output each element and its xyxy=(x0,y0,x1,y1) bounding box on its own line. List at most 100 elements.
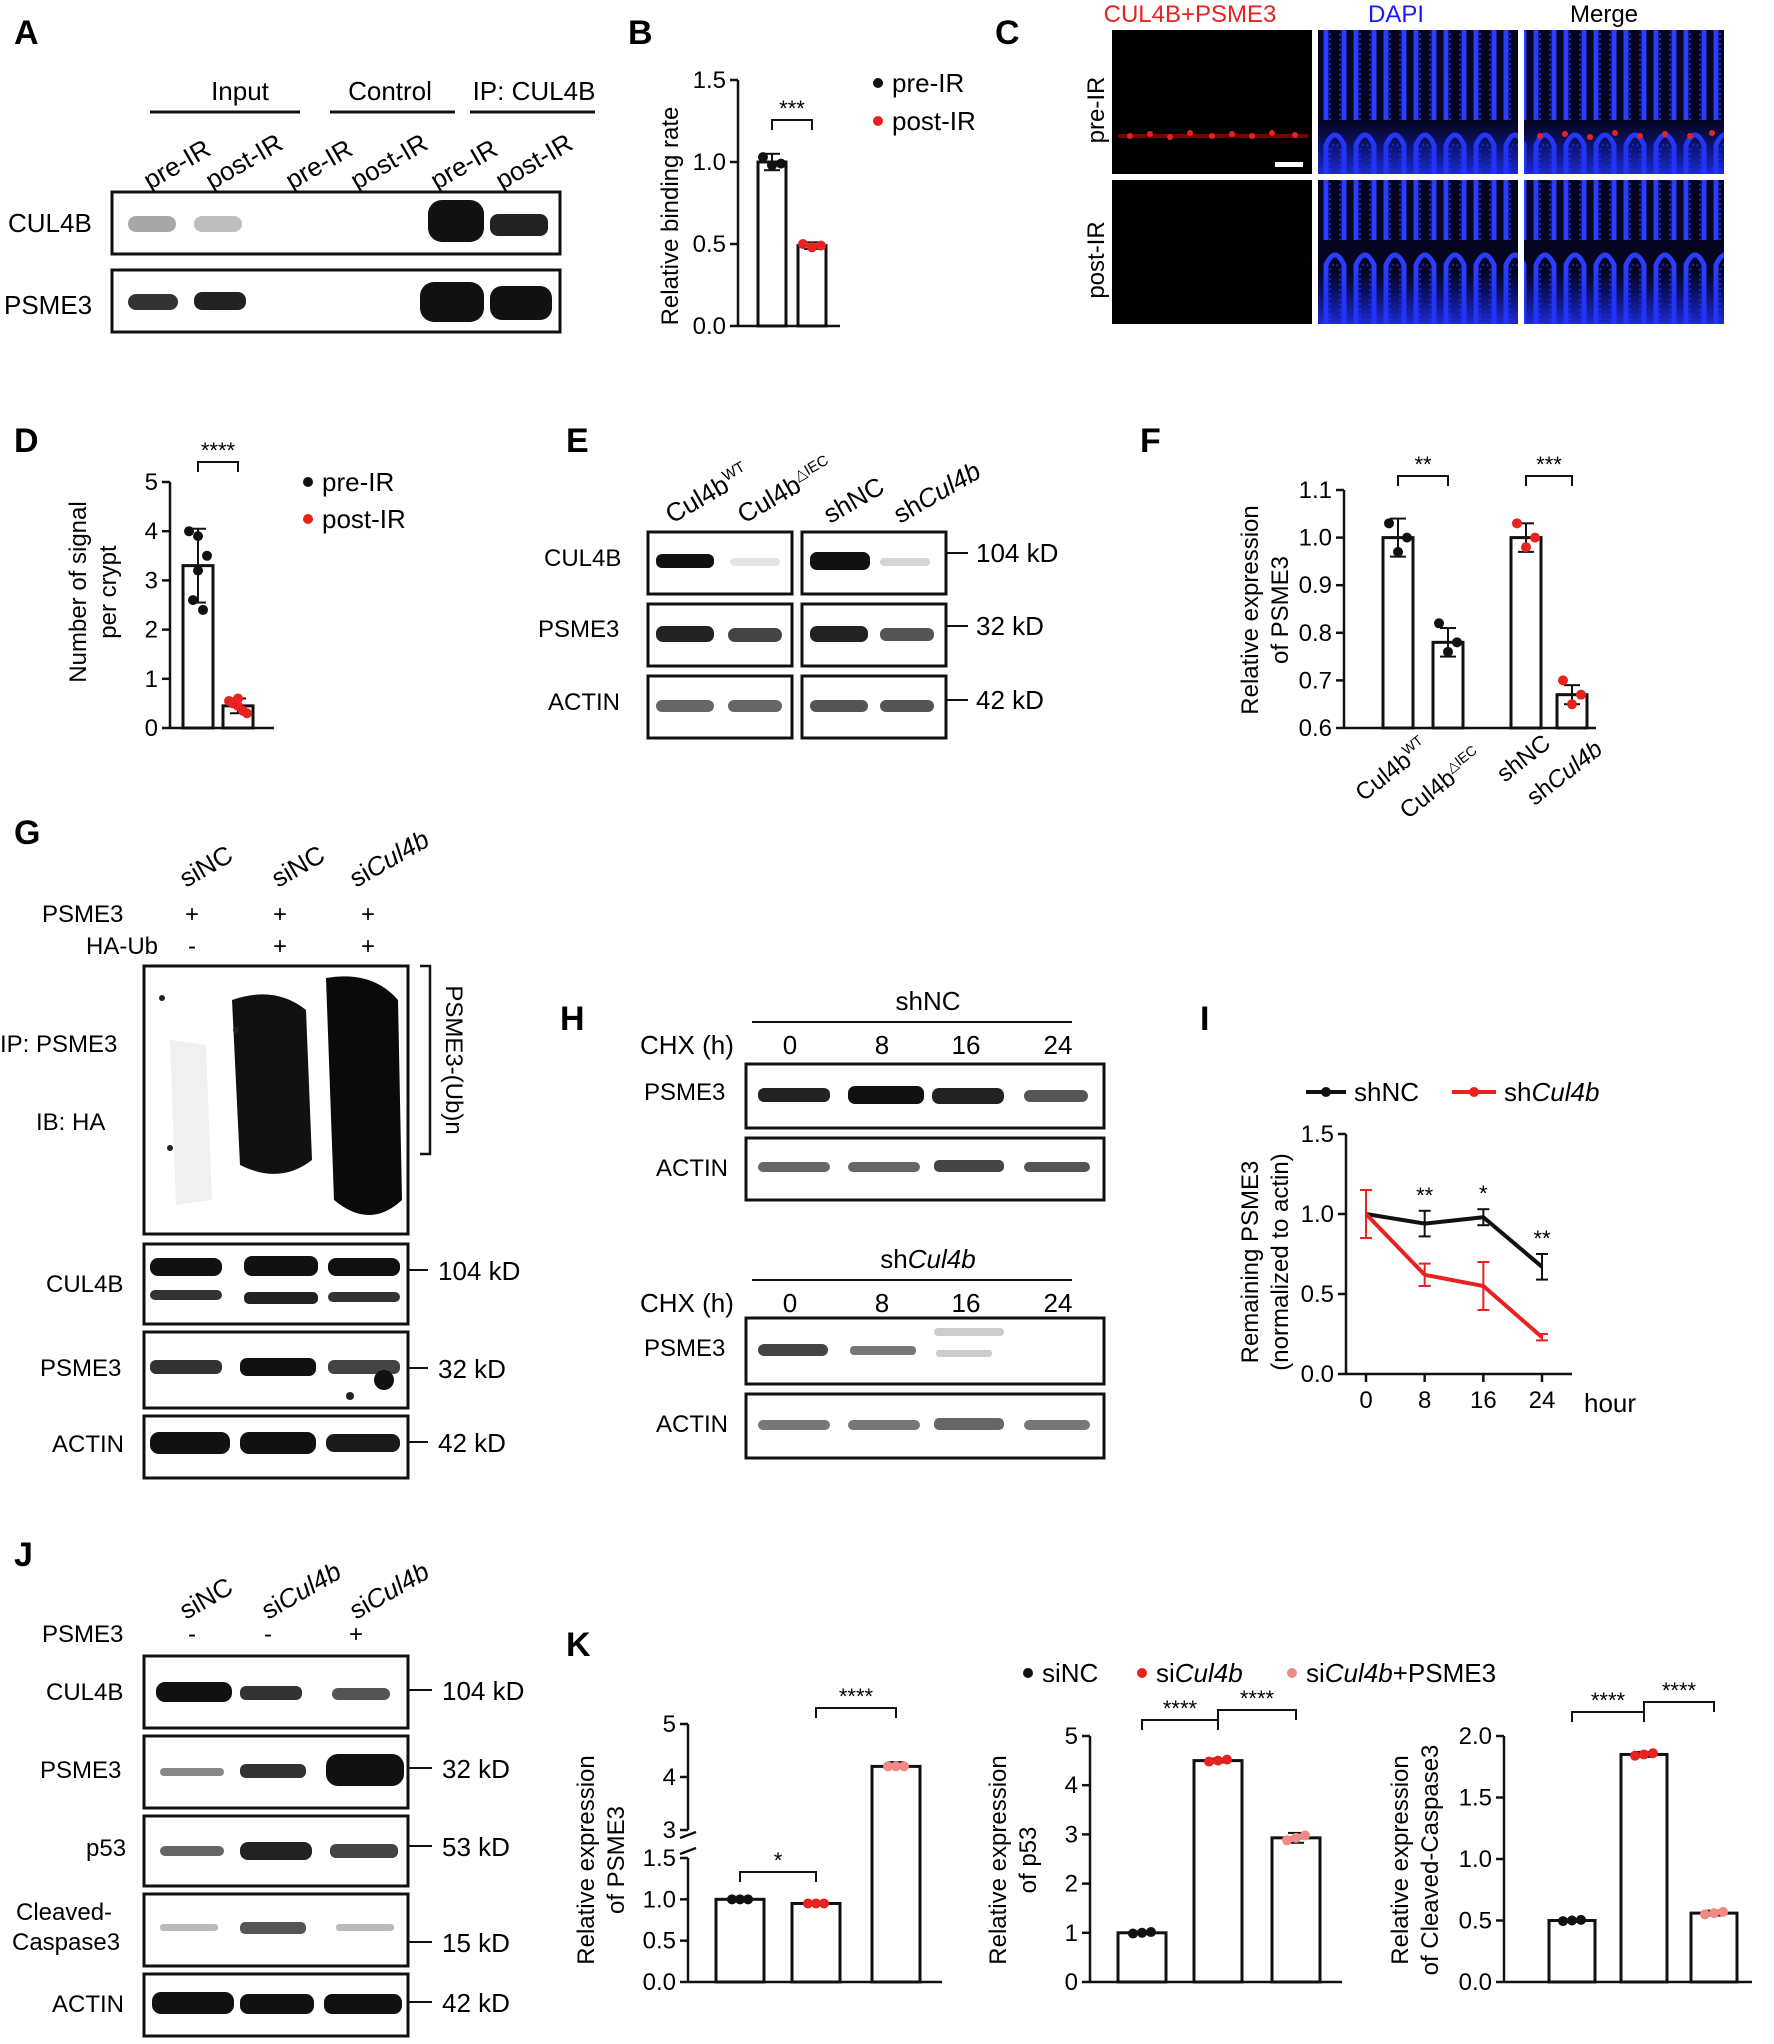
data-point xyxy=(1137,1927,1147,1938)
significance-bracket xyxy=(1525,475,1573,486)
bar xyxy=(790,1901,842,1984)
micrograph xyxy=(1112,30,1312,174)
time-label: 16 xyxy=(952,1030,981,1060)
data-point xyxy=(1291,1832,1301,1843)
panel-c: C CUL4B+PSME3 DAPI Merge pre-IR post-IR xyxy=(995,1,1724,324)
significance-label: * xyxy=(774,1848,783,1873)
panel-b-letter: B xyxy=(628,14,653,52)
legend-label: pre-IR xyxy=(322,467,394,497)
row-label: PSME3 xyxy=(644,1335,725,1362)
time-label: 24 xyxy=(1044,1288,1073,1318)
data-point xyxy=(1434,618,1444,629)
size-label: 42 kD xyxy=(442,1988,510,2018)
data-point xyxy=(188,595,198,606)
y-tick-label: 1.5 xyxy=(693,67,726,94)
chart-d: 0 1 2 3 4 5 **** xyxy=(145,438,274,742)
lane-label: siCul4b xyxy=(344,1556,434,1625)
group-label-ip: IP: CUL4B xyxy=(473,76,596,106)
lane-label: siCul4b xyxy=(344,824,434,893)
chart-k2: 0 1 2 3 4 5 **** **** xyxy=(1065,1686,1342,1996)
y-axis-label: Number of signal xyxy=(65,501,92,682)
y-tick-label: 0.5 xyxy=(1459,1908,1492,1935)
group-label-input: Input xyxy=(211,76,270,106)
significance-label: **** xyxy=(1662,1678,1697,1703)
condition-label: HA-Ub xyxy=(86,933,158,960)
data-point xyxy=(1630,1750,1640,1761)
data-point xyxy=(819,1898,829,1909)
y-tick-label: 5 xyxy=(145,469,158,496)
data-point xyxy=(1558,1916,1568,1927)
panel-d: D Number of signal per crypt 012345**** … xyxy=(14,422,406,742)
y-tick-label: 1.5 xyxy=(643,1845,676,1872)
significance-label: **** xyxy=(1163,1696,1198,1721)
data-point xyxy=(184,526,194,537)
y-tick-label: 1.5 xyxy=(1301,1121,1334,1148)
scale-bar xyxy=(1275,162,1303,167)
row-label: post-IR xyxy=(1083,221,1110,298)
data-point xyxy=(1700,1909,1710,1920)
chx-label: CHX (h) xyxy=(640,1030,734,1060)
y-tick-label: 5 xyxy=(663,1711,676,1738)
lane-label: siNC xyxy=(266,839,330,893)
row-label: CUL4B xyxy=(46,1271,123,1298)
sign: + xyxy=(361,933,375,960)
data-point xyxy=(1558,675,1568,686)
group-label: shNC xyxy=(895,986,960,1016)
row-label: PSME3 xyxy=(4,290,92,320)
significance-label: ** xyxy=(1414,452,1432,477)
smear xyxy=(326,976,402,1215)
data-point xyxy=(1639,1749,1649,1760)
red-signals xyxy=(1118,130,1308,140)
x-unit-label: hour xyxy=(1584,1388,1636,1418)
y-tick-label: 0.0 xyxy=(1301,1361,1334,1388)
size-label: 53 kD xyxy=(442,1832,510,1862)
band xyxy=(194,292,246,310)
sign: + xyxy=(349,1621,363,1648)
sign: - xyxy=(188,933,196,960)
merge-red-signals xyxy=(1537,130,1715,140)
chart-f: 0.60.70.80.91.01.1** *** xyxy=(1299,452,1596,742)
data-point xyxy=(1718,1906,1728,1917)
size-label: 15 kD xyxy=(442,1928,510,1958)
size-label: 104 kD xyxy=(976,538,1058,568)
data-point xyxy=(1282,1835,1292,1846)
data-point xyxy=(767,160,777,171)
lane-label: Cul4b△IEC xyxy=(732,451,838,529)
y-tick-label: 1.0 xyxy=(1459,1846,1492,1873)
significance-bracket xyxy=(1397,475,1449,486)
significance-label: * xyxy=(1479,1181,1488,1206)
y-tick-label: 3 xyxy=(663,1817,676,1844)
significance-label: **** xyxy=(201,438,236,463)
y-tick-label: 1 xyxy=(1065,1920,1078,1947)
y-tick-label: 1 xyxy=(145,666,158,693)
data-point xyxy=(193,565,203,576)
legend-marker xyxy=(1137,1668,1147,1678)
bar xyxy=(1509,536,1543,730)
y-tick-label: 0.9 xyxy=(1299,572,1332,599)
data-point xyxy=(883,1761,893,1772)
row-label: PSME3 xyxy=(40,1757,121,1784)
row-label: ACTIN xyxy=(656,1155,728,1182)
panel-e-letter: E xyxy=(566,422,589,460)
y-axis-label: Remaining PSME3 xyxy=(1237,1161,1264,1364)
time-label: 8 xyxy=(875,1030,889,1060)
bar xyxy=(1116,1931,1168,1984)
y-tick-label: 3 xyxy=(145,567,158,594)
y-tick-label: 0.0 xyxy=(643,1969,676,1996)
significance-label: ** xyxy=(1416,1183,1434,1208)
legend-marker xyxy=(873,116,883,126)
lane-label: shNC xyxy=(818,471,889,529)
bar xyxy=(1192,1759,1244,1984)
sign: - xyxy=(188,1621,196,1648)
data-point xyxy=(198,604,208,615)
y-tick-label: 0.0 xyxy=(1459,1969,1492,1996)
data-point xyxy=(1204,1756,1214,1767)
data-point xyxy=(1521,542,1531,553)
significance-label: **** xyxy=(839,1684,874,1709)
significance-label: ** xyxy=(1533,1226,1551,1251)
panel-i: I shNC shCul4b Remaining PSME3 (normaliz… xyxy=(1200,1000,1636,1418)
data-point xyxy=(1443,646,1453,657)
size-label: 104 kD xyxy=(442,1676,524,1706)
